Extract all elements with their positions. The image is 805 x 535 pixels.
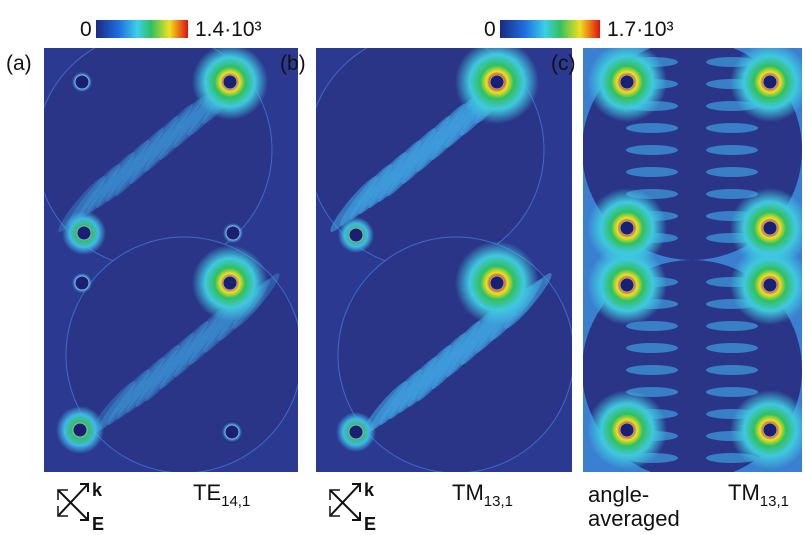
colorbar-min: 0 <box>484 18 496 41</box>
vector-arrows <box>329 483 361 521</box>
k-label: k <box>92 480 103 500</box>
particle <box>348 227 364 243</box>
e-label: E <box>92 514 104 534</box>
field-map <box>316 48 572 472</box>
particle <box>225 225 241 241</box>
field-stripe <box>107 357 165 425</box>
field-stripe <box>77 152 135 220</box>
particle <box>74 275 90 291</box>
field-stripe <box>105 115 179 203</box>
field-stripe <box>159 302 233 390</box>
field-stripe <box>135 320 209 408</box>
particle <box>222 74 238 90</box>
field-stripe <box>626 145 678 155</box>
particle <box>489 275 505 291</box>
field-stripe <box>97 369 151 431</box>
vector-arrows <box>57 483 89 521</box>
field-stripe <box>67 164 121 226</box>
field-stripe <box>706 123 758 133</box>
field-stripe <box>626 123 678 133</box>
particle <box>74 74 90 90</box>
field-stripe <box>706 167 758 177</box>
field-stripe <box>706 145 758 155</box>
panel-label: (b) <box>280 52 306 75</box>
field-stripe <box>144 91 212 173</box>
particle <box>762 220 778 236</box>
mode-base: TM <box>728 480 760 505</box>
particle <box>762 422 778 438</box>
note: averaged <box>588 506 680 531</box>
field-stripe <box>129 97 203 185</box>
colorbar <box>96 20 188 38</box>
particle <box>619 422 635 438</box>
particle <box>489 74 505 90</box>
mode-label: TM13,1 <box>452 480 513 510</box>
field-stripe <box>706 321 758 331</box>
e-label: E <box>364 514 376 534</box>
field-stripe <box>706 365 758 375</box>
mode-sub: 14,1 <box>221 493 250 510</box>
field-stripe <box>626 321 678 331</box>
field-stripe <box>116 345 180 419</box>
mode-base: TM <box>452 480 484 505</box>
particle <box>224 424 240 440</box>
colorbar <box>500 20 600 38</box>
field-stripe <box>626 365 678 375</box>
field-stripe <box>706 343 758 353</box>
field-stripe <box>126 332 194 414</box>
field-map <box>44 48 298 472</box>
particle <box>762 74 778 90</box>
particle <box>348 424 364 440</box>
field-stripe <box>706 387 758 397</box>
note: angle- <box>588 482 649 507</box>
field-stripe <box>626 343 678 353</box>
field-stripe <box>145 308 223 402</box>
mode-sub: 13,1 <box>760 493 789 510</box>
field-map <box>583 48 802 472</box>
particle <box>619 220 635 236</box>
panel-label: (c) <box>551 52 576 75</box>
colorbar-max: 1.4·10³ <box>195 18 262 41</box>
field-stripe <box>706 189 758 199</box>
mode-base: TE <box>193 480 221 505</box>
particle <box>619 277 635 293</box>
colorbar-max: 1.7·10³ <box>607 18 674 41</box>
field-stripe <box>96 127 164 209</box>
mode-label: TM13,1 <box>728 480 789 510</box>
mode-label: TE14,1 <box>193 480 250 510</box>
particle <box>619 74 635 90</box>
field-stripe <box>86 140 150 214</box>
k-label: k <box>364 480 375 500</box>
particle <box>222 275 238 291</box>
colorbar-min: 0 <box>80 18 92 41</box>
particle <box>762 277 778 293</box>
panel-label: (a) <box>6 52 32 75</box>
mode-sub: 13,1 <box>484 493 513 510</box>
particle <box>72 422 88 438</box>
field-stripe <box>626 167 678 177</box>
field-stripe <box>115 103 193 197</box>
particle <box>76 225 92 241</box>
